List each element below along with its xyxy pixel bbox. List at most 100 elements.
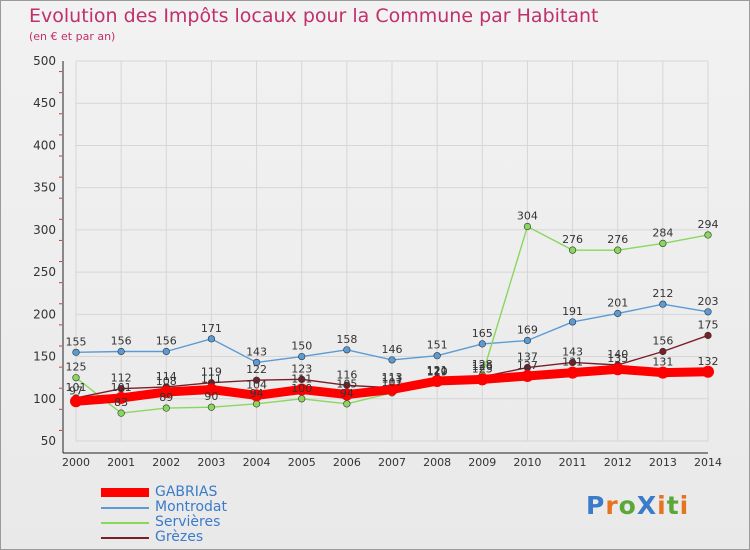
y-tick-label: 100	[33, 392, 56, 406]
y-tick-label: 250	[33, 265, 56, 279]
data-label: 132	[698, 355, 719, 368]
logo-letter: o	[619, 491, 637, 520]
x-tick-label: 2007	[378, 456, 406, 469]
x-tick-label: 2006	[333, 456, 361, 469]
legend: GABRIAS Montrodat Servières Grèzes	[101, 485, 361, 545]
data-point	[524, 223, 531, 230]
legend-label: Servières	[155, 514, 220, 530]
data-point	[479, 341, 486, 348]
data-point	[434, 352, 441, 359]
data-label: 203	[698, 295, 719, 308]
x-tick-label: 2004	[243, 456, 271, 469]
x-tick-label: 2008	[423, 456, 451, 469]
data-point	[524, 337, 531, 344]
legend-item: Servières	[101, 515, 361, 530]
data-point	[389, 357, 396, 364]
legend-item: GABRIAS	[101, 485, 361, 500]
x-tick-label: 2013	[649, 456, 677, 469]
data-label: 155	[66, 335, 87, 348]
legend-swatch	[101, 488, 149, 497]
data-label: 165	[472, 327, 493, 340]
data-point	[660, 240, 667, 247]
data-label: 131	[652, 356, 673, 369]
data-point	[705, 232, 712, 239]
data-point	[298, 353, 305, 360]
x-tick-label: 2009	[468, 456, 496, 469]
data-label: 108	[156, 375, 177, 388]
x-tick-label: 2000	[62, 456, 90, 469]
data-label: 135	[607, 352, 628, 365]
data-label: 201	[607, 296, 628, 309]
data-label: 105	[336, 378, 357, 391]
legend-label: Grèzes	[155, 529, 203, 545]
data-label: 104	[246, 378, 267, 391]
data-point	[569, 247, 576, 254]
data-label: 131	[562, 356, 583, 369]
data-point	[208, 404, 215, 411]
y-tick-label: 300	[33, 223, 56, 237]
data-label: 150	[291, 340, 312, 353]
data-point	[253, 401, 260, 408]
x-tick-label: 2005	[288, 456, 316, 469]
proxiti-logo: ProXiti	[586, 491, 689, 520]
legend-swatch	[101, 522, 149, 524]
data-label: 125	[66, 361, 87, 374]
data-label: 122	[246, 363, 267, 376]
data-label: 304	[517, 210, 538, 223]
data-label: 111	[291, 372, 312, 385]
data-label: 89	[159, 391, 173, 404]
data-label: 171	[201, 322, 222, 335]
y-tick-label: 350	[33, 181, 56, 195]
data-label: 121	[427, 364, 448, 377]
data-point	[118, 410, 125, 417]
data-label: 294	[698, 218, 719, 231]
data-point	[118, 348, 125, 355]
y-tick-label: 50	[41, 434, 56, 448]
data-label: 175	[698, 318, 719, 331]
data-label: 284	[652, 226, 673, 239]
data-label: 101	[111, 381, 132, 394]
x-tick-label: 2003	[197, 456, 225, 469]
data-label: 158	[336, 333, 357, 346]
data-point	[705, 309, 712, 316]
data-point	[163, 348, 170, 355]
data-label: 127	[517, 359, 538, 372]
logo-letter: i	[680, 491, 690, 520]
x-tick-label: 2011	[559, 456, 587, 469]
x-tick-label: 2012	[604, 456, 632, 469]
data-label: 212	[652, 287, 673, 300]
data-point	[208, 336, 215, 343]
y-tick-label: 150	[33, 350, 56, 364]
legend-item: Montrodat	[101, 500, 361, 515]
data-label: 156	[156, 334, 177, 347]
data-point	[344, 347, 351, 354]
logo-letter: r	[605, 491, 618, 520]
data-label: 90	[204, 390, 218, 403]
data-label: 169	[517, 324, 538, 337]
logo-letter: X	[637, 491, 657, 520]
legend-swatch	[101, 537, 149, 539]
data-label: 276	[562, 233, 583, 246]
data-label: 111	[201, 372, 222, 385]
y-tick-label: 450	[33, 96, 56, 110]
legend-label: GABRIAS	[155, 484, 217, 500]
logo-letter: i	[657, 491, 667, 520]
data-point	[298, 395, 305, 402]
data-label: 191	[562, 305, 583, 318]
y-tick-label: 400	[33, 138, 56, 152]
data-label: 151	[427, 339, 448, 352]
data-label: 276	[607, 233, 628, 246]
data-point	[344, 401, 351, 408]
logo-letter: P	[586, 491, 605, 520]
data-point	[73, 349, 80, 356]
legend-item: Grèzes	[101, 530, 361, 545]
data-label: 97	[69, 384, 83, 397]
data-point	[614, 310, 621, 317]
data-label: 156	[111, 334, 132, 347]
y-tick-label: 500	[33, 54, 56, 68]
data-label: 123	[472, 362, 493, 375]
legend-swatch	[101, 507, 149, 509]
data-label: 111	[382, 372, 403, 385]
data-point	[163, 405, 170, 412]
